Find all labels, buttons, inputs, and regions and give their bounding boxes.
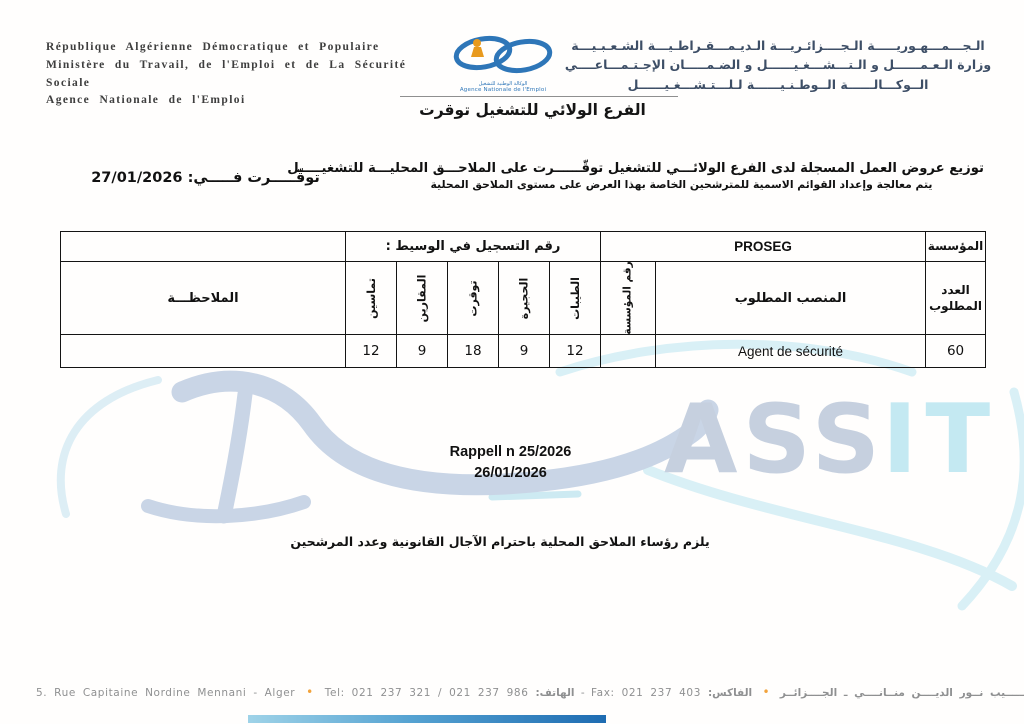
header-divider <box>400 96 678 97</box>
footer-address-ar: 5. شـــــارع النقـــــيب نــور الديــــن… <box>779 687 1024 699</box>
footer-tel: Tel: 021 237 321 / 021 237 986 <box>324 687 529 699</box>
watermark-cyan-swirl-left <box>56 376 162 518</box>
branch-value-cell: 18 <box>447 334 499 368</box>
branch-header-label: الحجيرة <box>517 277 531 319</box>
watermark-assit-accent: IT <box>882 385 998 495</box>
footer-address-fr: 5. Rue Capitaine Nordine Mennani - Alger <box>36 687 296 699</box>
branch-title: الفرع الولائي للتشغيل توقرت <box>419 101 646 119</box>
header-arabic-line1: الـجـــمـــهـوريـــــة الـجــــزائـريـــ… <box>571 38 985 53</box>
required-count-value-cell: 60 <box>925 334 987 368</box>
logo-caption-french: Agence Nationale de l'Emploi <box>459 87 547 93</box>
header-french-line2: Ministère du Travail, de l'Emploi et de … <box>46 58 407 89</box>
bullet-icon: • <box>306 685 314 699</box>
footer-dash: - <box>580 687 585 699</box>
anem-logo-icon <box>453 35 553 74</box>
branch-header-touggourt: توقرت <box>447 261 499 335</box>
company-name-cell: PROSEG <box>600 231 927 262</box>
position-column-header: المنصب المطلوب <box>655 261 927 335</box>
table-row: 12 9 18 9 12 Agent de sécurité 60 <box>60 334 987 368</box>
watermark-calligraphy-base <box>141 495 311 524</box>
logo-caption-arabic: الوكالة الوطنية للتشغيل <box>478 81 528 87</box>
note-value-cell <box>60 334 346 368</box>
footer: 5. Rue Capitaine Nordine Mennani - Alger… <box>36 685 1024 699</box>
watermark-cyan-dash <box>488 490 582 501</box>
notice-line: يلزم رؤساء الملاحق المحلية باحترام الآجا… <box>290 534 710 549</box>
branch-header-label: المقارين <box>415 274 429 322</box>
intro-line-2: يتم معالجة وإعداد القوائم الاسمية للمترش… <box>430 178 933 191</box>
date-line: توقّـــــرت فـــــي: 27/01/2026 <box>91 170 320 186</box>
branch-value-cell: 12 <box>548 334 602 368</box>
required-count-header: العدد المطلوب <box>925 261 987 335</box>
branch-header-temacine: تماسين <box>345 261 397 335</box>
intro-paragraph: توزيع عروض العمل المسجلة لدى الفرع الولا… <box>287 161 984 191</box>
branch-header-label: توقرت <box>466 279 480 317</box>
branch-header-taibet: الطيبات <box>548 261 602 335</box>
bullet-icon: • <box>762 685 770 699</box>
header-french-line3: Agence Nationale de l'Emploi <box>46 94 246 107</box>
anem-logo: الوكالة الوطنية للتشغيل Agence Nationale… <box>441 31 565 94</box>
branch-header-hadjira: الحجيرة <box>498 261 550 335</box>
footer-fax: Fax: 021 237 403 <box>591 687 701 699</box>
bottom-blue-bar <box>248 715 606 723</box>
header-arabic-line3: الــوكـــالــــــة الــوطـنـيــــــة لـل… <box>627 76 929 92</box>
header-arabic-line2: وزارة الـعـمــــــل و الـتـــشـــغـيــــ… <box>564 57 992 73</box>
rappel-block: Rappell n 25/2026 26/01/2026 <box>418 442 603 484</box>
rappel-line-1: Rappell n 25/2026 <box>449 444 572 460</box>
branch-header-label: الطيبات <box>568 276 582 320</box>
note-column-header: الملاحظـــة <box>60 261 346 335</box>
branch-header-label: تماسين <box>364 277 378 319</box>
watermark-cyan-arc-bottom <box>643 465 1017 591</box>
header-french: République Algérienne Démocratique et Po… <box>46 39 456 110</box>
registration-group-header: رقم التسجيل في الوسيط : <box>344 231 602 262</box>
table-topleft-empty-cell <box>60 231 346 262</box>
company-column-header: المؤسسة <box>925 231 987 262</box>
company-number-label: رقم المؤسسة <box>622 261 635 335</box>
branch-header-megarine: المقارين <box>396 261 448 335</box>
distribution-table: رقم التسجيل في الوسيط : PROSEG المؤسسة ا… <box>60 231 987 368</box>
watermark-cyan-arc-right <box>957 387 1024 611</box>
watermark-calligraphy-stem <box>216 386 253 524</box>
branch-value-cell: 9 <box>396 334 448 368</box>
company-number-header: رقم المؤسسة <box>600 261 657 335</box>
header-arabic: الـجـــمـــهـوريـــــة الـجــــزائـريـــ… <box>560 36 996 94</box>
branch-value-cell: 9 <box>498 334 550 368</box>
watermark-calligraphy-sweep <box>171 370 719 496</box>
rappel-line-2: 26/01/2026 <box>474 465 547 482</box>
footer-fax-label-ar: الفاكس: <box>707 687 753 699</box>
header-french-line1: République Algérienne Démocratique et Po… <box>46 41 380 53</box>
watermark-assit-main: ASS <box>664 385 885 495</box>
company-number-value-cell <box>600 334 657 368</box>
intro-line-1: توزيع عروض العمل المسجلة لدى الفرع الولا… <box>287 161 984 176</box>
footer-tel-label-ar: الهاتف: <box>535 687 575 699</box>
branch-value-cell: 12 <box>345 334 397 368</box>
position-value-cell: Agent de sécurité <box>655 334 927 368</box>
